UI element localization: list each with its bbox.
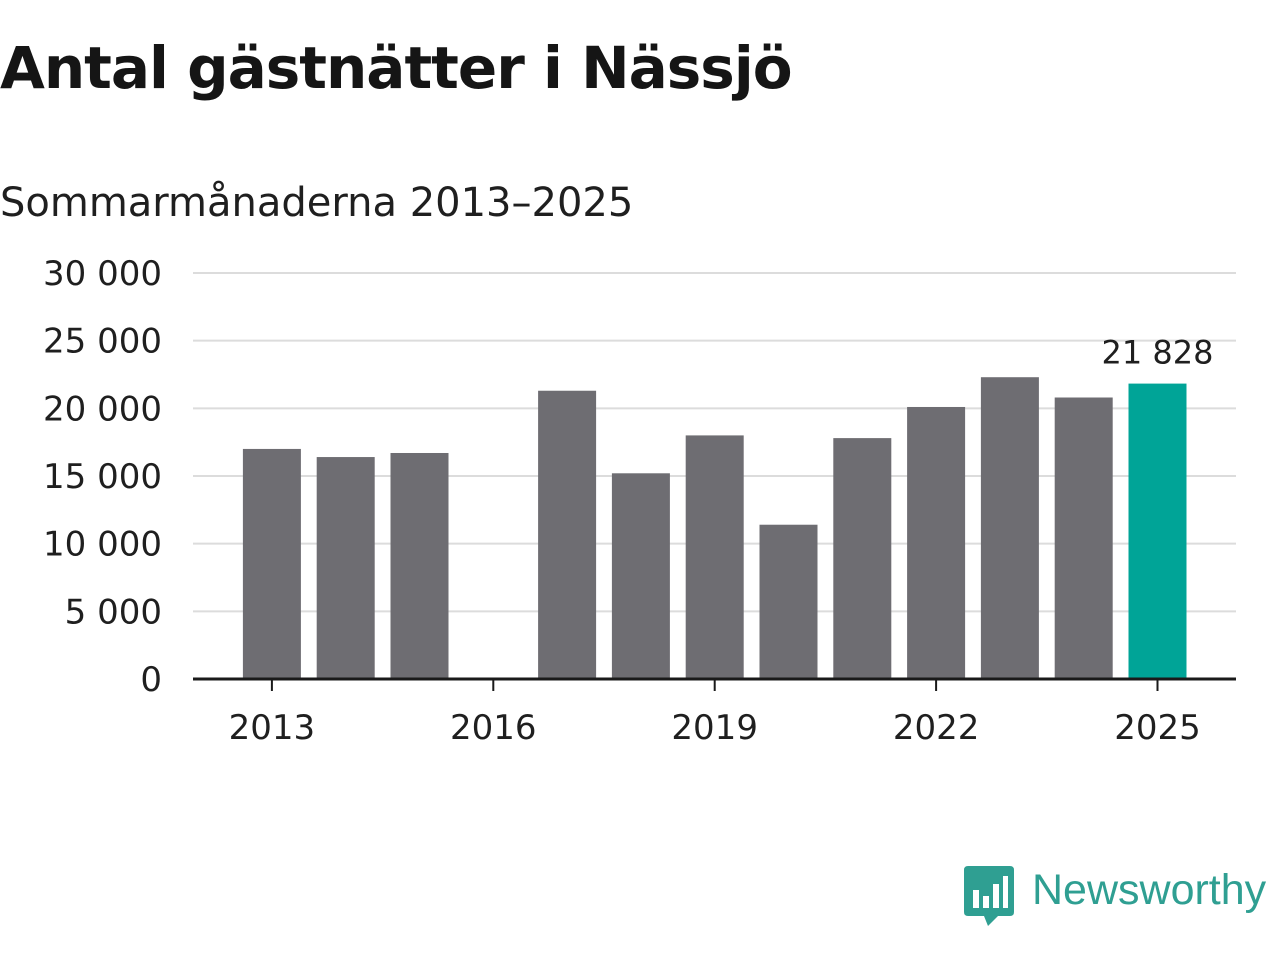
y-tick-label: 5 000 — [65, 592, 162, 632]
bar-2022 — [907, 406, 966, 679]
bar-2015 — [390, 452, 449, 679]
bars — [242, 377, 1187, 679]
x-tick-label: 2016 — [450, 708, 537, 748]
x-tick-label: 2022 — [893, 708, 980, 748]
x-tick-label: 2019 — [671, 708, 758, 748]
x-axis — [193, 677, 1236, 691]
y-tick-label: 20 000 — [43, 389, 162, 429]
bar-2023 — [980, 377, 1039, 679]
bar-2021 — [833, 438, 892, 679]
chart-title: Antal gästnätter i Nässjö — [0, 34, 793, 102]
y-tick-label: 10 000 — [43, 525, 162, 565]
bar-2025 — [1128, 383, 1187, 679]
bar-2017 — [538, 390, 597, 679]
x-tick-label: 2013 — [229, 708, 316, 748]
brand-name: Newsworthy — [1032, 866, 1267, 914]
y-tick-label: 0 — [140, 660, 162, 700]
x-axis-tick-labels: 2013 2016 2019 2022 2025 — [229, 708, 1201, 748]
data-labels: 21 828 — [1102, 334, 1214, 372]
bar-2013 — [242, 448, 301, 679]
y-tick-label: 15 000 — [43, 457, 162, 497]
bar-chart: 0 5 000 10 000 15 000 20 000 25 000 30 000 201… — [43, 254, 1236, 748]
bar-2019 — [685, 435, 744, 679]
data-label-highlight: 21 828 — [1102, 334, 1214, 372]
y-axis-tick-labels: 0 5 000 10 000 15 000 20 000 25 000 30 000 — [43, 254, 162, 700]
bar-2020 — [759, 524, 818, 679]
chart-subtitle: Sommarmånaderna 2013–2025 — [0, 180, 634, 226]
y-tick-label: 25 000 — [43, 322, 162, 362]
bar-2024 — [1054, 397, 1113, 679]
x-tick-label: 2025 — [1114, 708, 1201, 748]
bar-2018 — [611, 473, 670, 679]
bar-2014 — [316, 457, 375, 679]
newsworthy-logo-icon — [964, 866, 1014, 926]
brand-logo: Newsworthy — [964, 866, 1280, 930]
y-tick-label: 30 000 — [43, 254, 162, 294]
